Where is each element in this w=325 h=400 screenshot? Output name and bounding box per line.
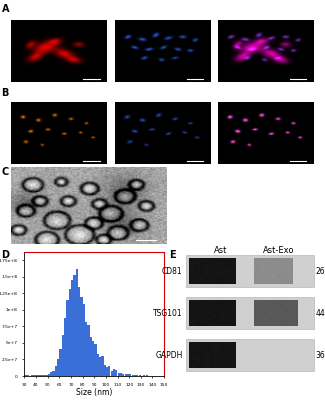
Bar — [90, 337, 92, 376]
Text: 44kDa: 44kDa — [316, 309, 325, 318]
Bar — [62, 335, 64, 376]
Bar — [108, 366, 111, 376]
Bar — [41, 375, 43, 376]
Bar — [122, 374, 124, 376]
Bar — [118, 373, 120, 376]
Bar — [48, 374, 50, 376]
Bar — [111, 371, 113, 376]
Bar — [36, 375, 38, 376]
Bar — [46, 375, 47, 376]
Bar — [101, 356, 103, 376]
Bar — [97, 354, 99, 376]
Text: 26kDa: 26kDa — [316, 267, 325, 276]
Bar — [83, 304, 85, 376]
Bar — [99, 357, 101, 376]
Bar — [73, 275, 75, 376]
Text: CD81: CD81 — [162, 267, 183, 276]
Bar — [127, 374, 129, 376]
Bar — [136, 375, 138, 376]
Bar — [64, 318, 66, 376]
Bar — [50, 372, 52, 376]
Bar — [80, 297, 83, 376]
Text: A: A — [2, 4, 9, 14]
Text: DAPI: DAPI — [153, 5, 173, 14]
Bar — [52, 371, 55, 376]
Bar — [71, 280, 73, 376]
Bar — [113, 369, 115, 376]
Text: E: E — [169, 250, 176, 260]
Bar — [186, 297, 314, 329]
Bar — [66, 300, 69, 376]
Text: Merge: Merge — [253, 5, 279, 14]
Bar — [69, 290, 71, 376]
Bar — [32, 375, 33, 376]
Text: GAPDH: GAPDH — [155, 351, 183, 360]
Bar — [78, 287, 80, 376]
Bar — [94, 344, 97, 376]
Text: D: D — [2, 250, 10, 260]
Bar — [186, 338, 314, 371]
Bar — [115, 370, 117, 376]
Bar — [104, 365, 106, 376]
Bar — [132, 375, 134, 376]
Bar — [57, 359, 59, 376]
Bar — [120, 372, 122, 376]
Text: NSE: NSE — [51, 87, 68, 96]
Text: TSG101: TSG101 — [153, 309, 183, 318]
Bar — [129, 374, 131, 376]
Text: 36kDa: 36kDa — [316, 351, 325, 360]
Bar — [76, 269, 78, 376]
Bar — [87, 325, 89, 376]
Bar — [124, 374, 127, 376]
Text: GFAP: GFAP — [48, 5, 70, 14]
Text: C: C — [2, 167, 9, 177]
Bar — [143, 375, 145, 376]
Bar — [43, 375, 45, 376]
Text: Ast: Ast — [214, 246, 228, 255]
X-axis label: Size (nm): Size (nm) — [76, 388, 112, 397]
Bar — [138, 375, 141, 376]
Bar — [106, 367, 108, 376]
Bar — [85, 322, 87, 376]
Text: DAPI: DAPI — [153, 87, 173, 96]
Bar — [55, 366, 57, 376]
Text: B: B — [2, 88, 9, 98]
Text: Merge: Merge — [253, 87, 279, 96]
Bar — [186, 255, 314, 287]
Text: Ast-Exo: Ast-Exo — [264, 246, 295, 255]
Bar — [92, 340, 94, 376]
Bar — [59, 349, 61, 376]
